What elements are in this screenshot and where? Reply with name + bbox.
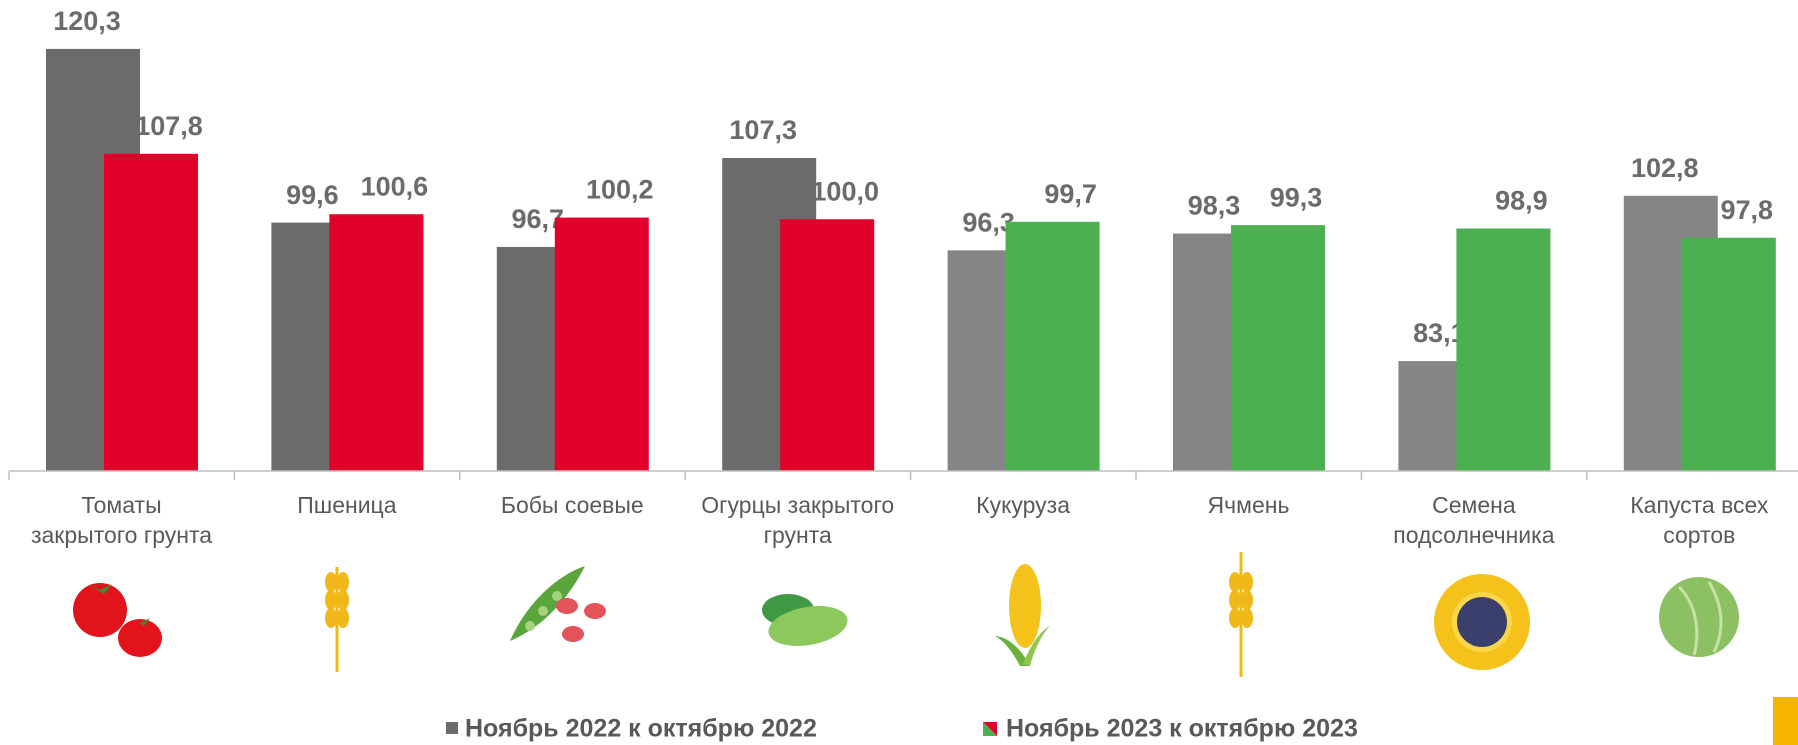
value-label: 99,6	[286, 180, 339, 210]
value-label: 99,3	[1270, 182, 1323, 212]
value-label: 107,8	[135, 111, 203, 141]
value-label: 107,3	[729, 115, 797, 145]
cabbage-icon	[1659, 577, 1739, 657]
value-label: 100,2	[586, 175, 654, 205]
category-label: Семена подсолнечника	[1393, 492, 1555, 548]
beans-icon	[510, 566, 606, 642]
corner-accent	[1773, 697, 1798, 745]
bar	[1456, 228, 1551, 471]
bar	[554, 217, 649, 471]
bar	[104, 153, 198, 471]
bar	[780, 219, 875, 471]
icons	[73, 552, 1739, 677]
tomato-icon	[73, 583, 162, 657]
bar	[1005, 221, 1100, 471]
bar	[1231, 225, 1325, 471]
value-label: 97,8	[1721, 195, 1774, 225]
corn-icon	[995, 564, 1050, 666]
cucumber-icon	[762, 594, 848, 646]
sunflower-icon	[1434, 574, 1530, 670]
category-label: Кукуруза	[976, 492, 1071, 518]
value-label: 99,7	[1044, 179, 1097, 209]
value-label: 98,9	[1495, 186, 1548, 216]
value-label: 120,3	[53, 6, 121, 36]
category-label: Капуста всех сортов	[1630, 492, 1769, 548]
category-label: Огурцы закрытого грунта	[701, 492, 895, 548]
legend-label: Ноябрь 2023 к октябрю 2023	[1006, 715, 1358, 743]
bar	[329, 214, 424, 472]
legend-label: Ноябрь 2022 к октябрю 2022	[465, 715, 817, 743]
category-label: Ячмень	[1207, 492, 1290, 518]
bar	[1681, 237, 1776, 471]
legend-swatch	[446, 722, 458, 734]
value-label: 98,3	[1188, 191, 1241, 221]
category-label: Бобы соевые	[500, 492, 644, 518]
wheat-icon	[325, 567, 349, 672]
legend-swatch	[983, 722, 997, 736]
value-label: 102,8	[1631, 153, 1699, 183]
barley-icon	[1229, 552, 1253, 677]
category-label: Томаты закрытого грунта	[30, 492, 213, 548]
value-label: 100,6	[361, 171, 429, 201]
category-label: Пшеница	[297, 492, 397, 518]
value-label: 100,0	[811, 176, 879, 206]
